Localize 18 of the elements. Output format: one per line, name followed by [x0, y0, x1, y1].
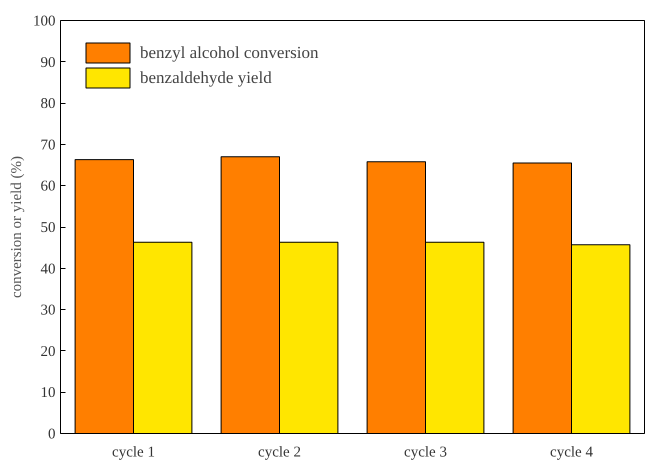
- y-tick-label: 60: [40, 178, 56, 195]
- x-tick-label: cycle 1: [112, 444, 155, 460]
- y-tick-label: 0: [48, 426, 56, 442]
- legend-label: benzyl alcohol conversion: [140, 42, 318, 62]
- y-tick-label: 40: [40, 261, 56, 278]
- y-tick-label: 10: [40, 385, 56, 402]
- y-tick-label: 70: [40, 137, 56, 154]
- y-tick-label: 30: [40, 302, 56, 319]
- y-tick-label: 90: [40, 54, 56, 71]
- y-tick-label: 80: [40, 96, 56, 112]
- y-axis-title: conversion or yield (%): [9, 156, 25, 298]
- y-tick-label: 100: [33, 14, 56, 30]
- y-tick-label: 20: [40, 344, 56, 360]
- legend-label: benzaldehyde yield: [140, 68, 272, 88]
- x-tick-label: cycle 4: [550, 444, 594, 460]
- x-tick-label: cycle 2: [258, 444, 301, 460]
- y-tick-label: 50: [40, 220, 56, 236]
- x-tick-label: cycle 3: [404, 444, 447, 460]
